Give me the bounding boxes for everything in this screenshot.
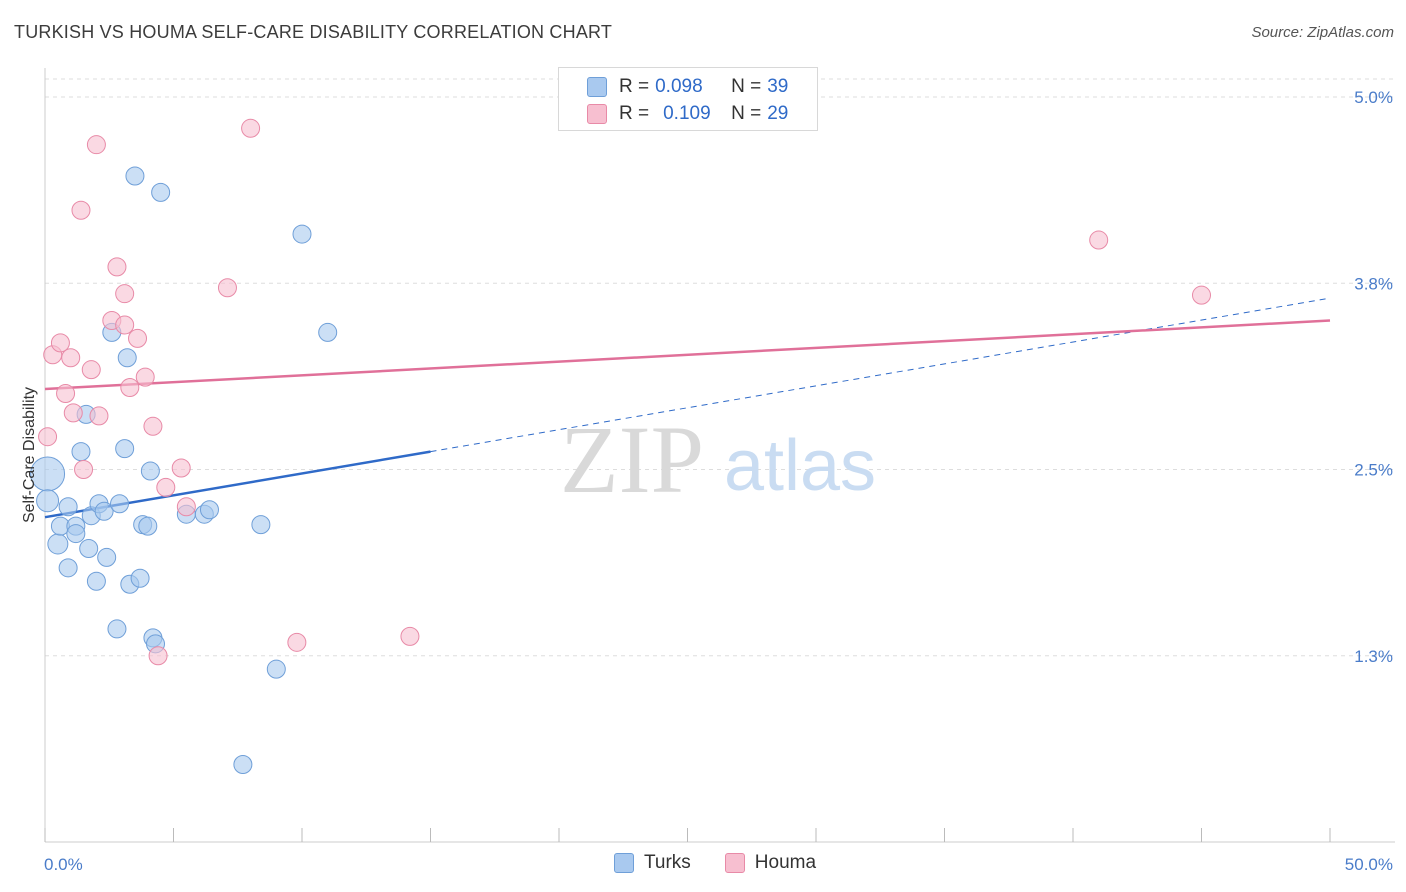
- houma-point: [81, 360, 101, 380]
- data-points: [30, 118, 1211, 775]
- turks-point: [115, 439, 135, 459]
- legend-r-value: 0.098: [655, 76, 703, 97]
- turks-point: [199, 500, 219, 520]
- turks-point: [79, 538, 99, 558]
- houma-point: [148, 646, 168, 666]
- axes: [44, 68, 1395, 843]
- legend-item-turks[interactable]: Turks: [614, 852, 691, 874]
- houma-point: [287, 632, 307, 652]
- houma-point: [115, 284, 135, 304]
- houma-point: [86, 135, 106, 155]
- x-tick-label: 0.0%: [44, 855, 83, 874]
- houma-point: [120, 378, 140, 398]
- turks-point: [140, 461, 160, 481]
- gridlines: [45, 78, 1395, 657]
- turks-point: [47, 533, 69, 555]
- houma-point: [74, 460, 94, 479]
- turks-point: [94, 501, 114, 521]
- legend-swatch-houma: [587, 104, 607, 124]
- legend-item-houma[interactable]: Houma: [724, 852, 817, 874]
- legend-n-label: N =: [731, 103, 762, 124]
- legend-r-value: 0.109: [663, 103, 711, 124]
- legend-row-turks: R = 0.098 N = 39: [587, 73, 788, 101]
- watermark: ZIP atlas: [560, 406, 876, 513]
- turks-point: [71, 442, 91, 462]
- legend-swatch-turks: [614, 853, 634, 873]
- houma-point: [50, 333, 70, 353]
- legend-n-value: 29: [767, 103, 789, 124]
- turks-point: [66, 524, 86, 544]
- turks-point: [292, 224, 312, 244]
- watermark-zip: ZIP: [560, 406, 704, 513]
- turks-point: [138, 516, 158, 536]
- houma-point: [38, 427, 58, 447]
- houma-point: [115, 315, 135, 335]
- legend-row-houma: R = 0.109 N = 29: [587, 100, 788, 128]
- houma-point: [61, 348, 81, 368]
- houma-trend-line: [44, 319, 1331, 391]
- turks-point: [97, 547, 117, 567]
- legend-n-value: 39: [767, 76, 789, 97]
- turks-point: [58, 497, 78, 517]
- houma-point: [128, 328, 148, 348]
- legend-n-label: N =: [731, 76, 762, 97]
- houma-point: [217, 278, 237, 298]
- turks-point: [318, 322, 338, 342]
- turks-point: [130, 568, 150, 588]
- turks-point: [125, 166, 145, 186]
- houma-point: [176, 497, 196, 517]
- houma-point: [63, 403, 83, 423]
- houma-point: [1192, 285, 1211, 305]
- stats-legend: R = 0.098 N = 39 R = 0.109 N = 29: [558, 67, 818, 131]
- y-tick-label: 5.0%: [1354, 88, 1393, 107]
- houma-point: [107, 257, 127, 277]
- turks-point: [58, 558, 78, 578]
- houma-point: [143, 416, 163, 436]
- turks-point: [36, 489, 60, 513]
- y-tick-label: 2.5%: [1354, 461, 1393, 480]
- houma-point: [56, 384, 76, 404]
- houma-point: [400, 626, 420, 646]
- chart-title: TURKISH VS HOUMA SELF-CARE DISABILITY CO…: [14, 22, 613, 42]
- source-label: Source: ZipAtlas.com: [1251, 24, 1394, 41]
- turks-point: [110, 494, 130, 514]
- turks-point: [266, 659, 286, 679]
- houma-point: [71, 200, 91, 220]
- watermark-atlas: atlas: [724, 426, 876, 506]
- y-tick-label: 1.3%: [1354, 647, 1393, 666]
- houma-point: [1089, 230, 1109, 250]
- legend-swatch-houma: [724, 853, 745, 873]
- houma-point: [241, 118, 261, 138]
- series-legend: Turks Houma: [614, 852, 850, 874]
- houma-point: [156, 477, 176, 497]
- legend-label-turks: Turks: [644, 852, 691, 873]
- y-tick-label: 3.8%: [1354, 274, 1393, 293]
- y-axis-label: Self-Care Disability: [21, 387, 38, 523]
- x-tick-label: 50.0%: [1345, 855, 1393, 874]
- houma-point: [89, 406, 109, 426]
- legend-swatch-turks: [587, 77, 607, 97]
- houma-point: [135, 367, 155, 387]
- turks-point: [86, 571, 106, 591]
- turks-point: [251, 515, 271, 535]
- legend-r-label: R =: [619, 103, 650, 124]
- tick-labels: 5.0% 3.8% 2.5% 1.3% 0.0% 50.0%: [44, 88, 1393, 874]
- houma-point: [171, 458, 191, 478]
- turks-point: [151, 182, 171, 202]
- legend-r-label: R =: [619, 76, 650, 97]
- turks-point: [233, 755, 253, 775]
- turks-point: [107, 619, 127, 639]
- legend-label-houma: Houma: [754, 852, 817, 873]
- turks-point: [117, 348, 137, 368]
- turks-trend-extension: [430, 297, 1331, 453]
